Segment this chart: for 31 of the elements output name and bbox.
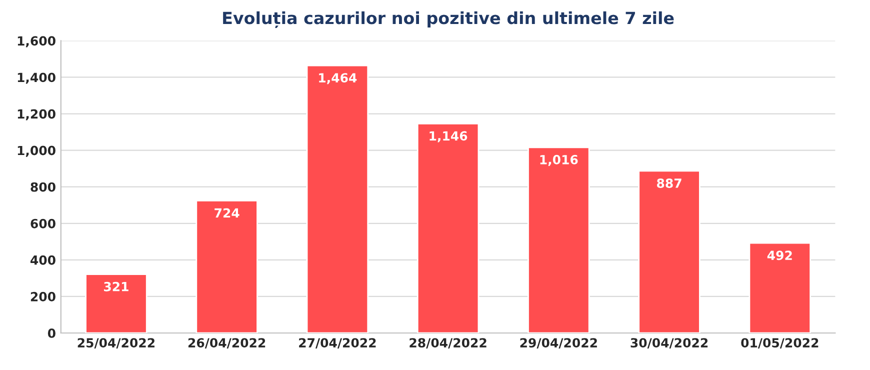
x-tick-label: 01/05/2022 [741,338,818,349]
y-tick-label: 400 [30,255,56,265]
bar [638,170,700,333]
data-label: 1,016 [540,154,578,166]
bar [748,242,812,333]
y-tick-label: 800 [30,182,56,192]
y-tick-label: 1,200 [18,109,56,120]
y-tick-label: 200 [30,292,56,302]
x-tick-label: 29/04/2022 [520,338,597,349]
x-tick-label: 28/04/2022 [410,338,486,349]
y-tick-label: 1,000 [18,146,56,157]
bar [528,146,590,333]
data-label: 724 [214,208,240,218]
x-tick-label: 25/04/2022 [78,338,154,349]
x-tick-label: 27/04/2022 [299,338,376,349]
data-label: 1,146 [430,131,468,142]
y-tick-label: 1,600 [18,36,56,48]
y-tick-label: 0 [48,328,56,338]
x-tick-label: 30/04/2022 [630,338,708,349]
data-label: 321 [104,282,128,292]
y-tick-label: 600 [30,218,56,228]
bar [85,274,148,333]
x-tick-label: 26/04/2022 [188,338,266,349]
data-label: 492 [767,250,792,260]
bar [416,122,480,333]
data-label: 1,464 [319,73,357,84]
data-label: 887 [656,178,682,188]
bar [196,200,258,333]
bar [306,64,369,333]
y-tick-label: 1,400 [18,72,56,84]
chart-title: Evoluția cazurilor noi pozitive din ultimele 7 zile [223,11,674,28]
